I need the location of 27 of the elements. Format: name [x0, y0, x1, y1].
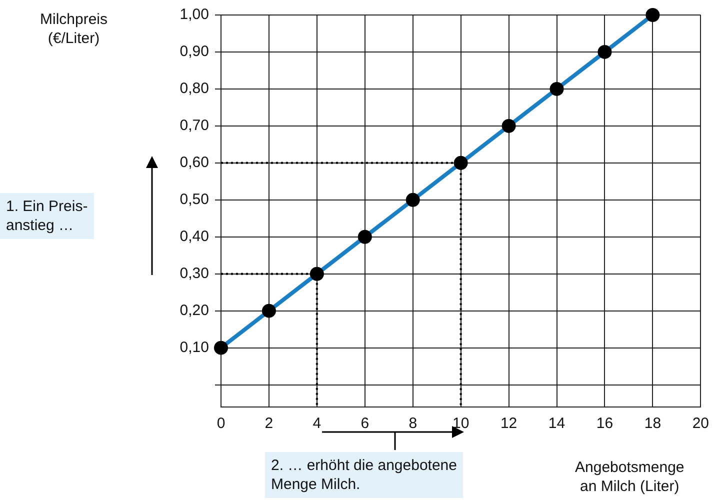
x-tick-label: 16 [596, 415, 614, 432]
y-tick-label: 0,20 [180, 302, 209, 319]
x-tick-label: 12 [500, 415, 518, 432]
x-tick-label: 2 [264, 415, 274, 432]
y-tick-label: 0,50 [180, 191, 209, 208]
x-tick-label: 4 [312, 415, 322, 432]
y-tick-label: 0,80 [180, 80, 209, 98]
x-tick-label: 20 [692, 415, 709, 432]
point [454, 156, 468, 170]
y-tick-label: 0,60 [180, 154, 209, 172]
text: 1. Ein Preis- anstieg … [0, 193, 94, 239]
text: 2. … erhöht die angebotene Menge Milch. [265, 452, 463, 498]
y-tick-label: 0,70 [180, 117, 209, 134]
x-tick-label: 8 [408, 415, 418, 432]
x-axis-title: Angebotsmenge an Milch (Liter) [575, 458, 684, 496]
point [310, 266, 324, 281]
y-tick-label: 0,40 [180, 228, 209, 246]
x-tick-label: 14 [548, 415, 566, 432]
y-tick-label: 0,90 [180, 43, 209, 60]
x-tick-label: 10 [452, 415, 470, 432]
y-tick-label: 1,00 [180, 6, 209, 24]
x-tick-label: 0 [216, 415, 226, 432]
y-axis-title: Milchpreis (€/Liter) [40, 10, 108, 48]
x-tick-label: 6 [360, 415, 370, 432]
y-tick-label: 0,30 [180, 265, 209, 282]
x-tick-label: 18 [644, 415, 662, 432]
y-tick-label: 0,10 [180, 338, 209, 356]
